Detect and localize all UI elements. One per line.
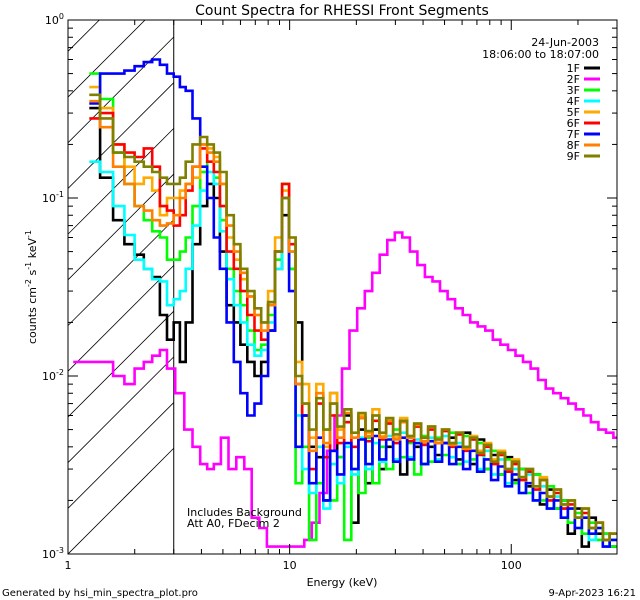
y-tick-label: 10-3: [42, 546, 64, 561]
x-tick-label: 10: [283, 559, 297, 572]
hatch-line: [68, 310, 175, 418]
series-line-2F: [73, 231, 617, 548]
y-axis-label: counts cm-2 s-1 keV-1: [24, 230, 39, 344]
hatch-line: [68, 36, 175, 144]
hatch-line: [68, 20, 100, 52]
hatch-line: [68, 356, 175, 463]
hatch-line: [68, 20, 146, 98]
legend-label: 2F: [567, 73, 580, 86]
legend-label: 1F: [567, 62, 580, 75]
hatch-region: [68, 20, 175, 554]
legend-label: 3F: [567, 84, 580, 97]
series-line-9F: [89, 93, 617, 542]
x-tick-label: 100: [501, 559, 522, 572]
timestamp-label: 9-Apr-2023 16:21: [549, 588, 636, 599]
time-range-label: 18:06:00 to 18:07:00: [482, 48, 599, 61]
hatch-line: [68, 402, 175, 509]
hatch-line: [68, 265, 175, 372]
hatch-line: [68, 219, 175, 326]
axis-layer: 1 10 100 10-3 10-2 10-1 100: [42, 12, 618, 572]
y-tick-label: 100: [45, 12, 64, 27]
attenuator-note: Att A0, FDecim 2: [187, 517, 280, 530]
legend-label: 4F: [567, 95, 580, 108]
plot-frame: [67, 19, 618, 555]
hatch-line: [68, 82, 175, 189]
legend-label: 5F: [567, 106, 580, 119]
legend-label: 7F: [567, 128, 580, 141]
date-label: 24-Jun-2003: [531, 36, 599, 49]
hatch-line: [68, 447, 175, 554]
x-tick-label: 1: [65, 559, 72, 572]
y-tick-label: 10-2: [42, 368, 64, 383]
legend-label: 6F: [567, 117, 580, 130]
hatch-line: [68, 128, 175, 235]
chart-title: Count Spectra for RHESSI Front Segments: [195, 3, 489, 19]
legend-label: 8F: [567, 139, 580, 152]
x-axis-label: Energy (keV): [307, 576, 378, 589]
legend-label: 9F: [567, 150, 580, 163]
background-note: Includes Background: [187, 506, 302, 519]
y-tick-label: 10-1: [42, 190, 64, 205]
series-layer: [73, 58, 617, 548]
generated-by-label: Generated by hsi_min_spectra_plot.pro: [2, 588, 198, 599]
